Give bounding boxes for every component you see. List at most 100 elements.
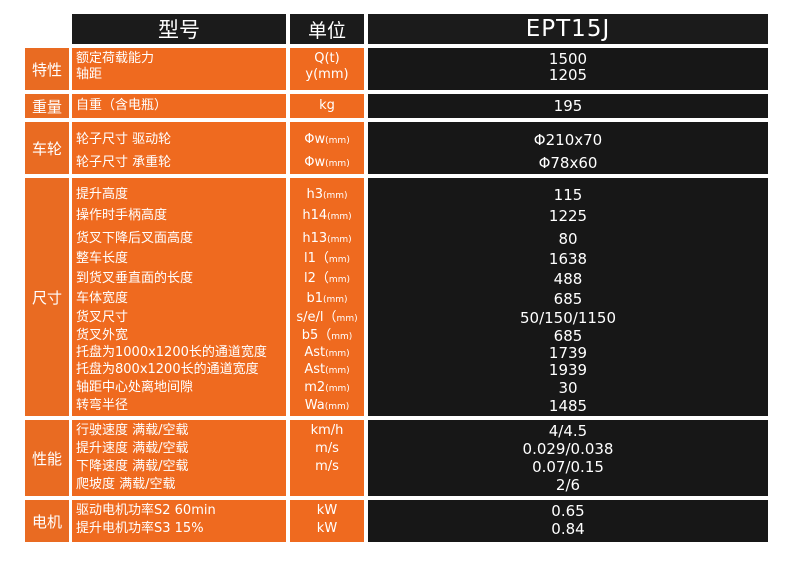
category-label: 性能 — [31, 449, 62, 468]
unit-line: Q(t) — [290, 49, 364, 69]
param-label: 轴距中心处离地间隙 — [76, 380, 194, 395]
value-label: 488 — [553, 270, 583, 288]
param-label: 轮子尺寸 承重轮 — [76, 155, 172, 170]
unit-label: y(mm) — [305, 67, 349, 82]
value-label: 2/6 — [555, 476, 581, 494]
param-line: 自重（含电瓶） — [72, 96, 286, 116]
value-label: 1485 — [548, 397, 588, 415]
param-label: 轮子尺寸 驱动轮 — [76, 132, 172, 147]
param-label: 整车长度 — [76, 251, 129, 266]
unit-column: km/h m/s m/s — [290, 420, 364, 496]
unit-sub-label: mm) — [328, 255, 350, 265]
unit-line: Ast(mm) — [290, 360, 364, 380]
value-label: 1225 — [548, 207, 588, 225]
unit-line: b5（mm) — [290, 326, 364, 346]
value-line: 30 — [368, 378, 768, 398]
unit-label: Φw — [304, 132, 326, 147]
unit-column: h3(mm) h14(mm) h13(mm) l1（mm) l2（mm) b1(mm) s/… — [290, 178, 364, 416]
param-line: 提升电机功率S3 15% — [72, 519, 286, 539]
param-label: 下降速度 满载/空载 — [76, 459, 189, 474]
param-line: 操作时手柄高度 — [72, 206, 286, 226]
unit-column: Q(t) y(mm) — [290, 48, 364, 90]
category-label: 重量 — [31, 97, 62, 116]
param-label: 提升高度 — [76, 187, 129, 202]
value-label: 115 — [553, 186, 583, 204]
param-line: 整车长度 — [72, 249, 286, 269]
value-label: 4/4.5 — [548, 422, 588, 440]
unit-label: Q(t) — [314, 51, 340, 66]
category-label: 特性 — [31, 60, 62, 79]
unit-line: kW — [290, 519, 364, 539]
param-line: 轮子尺寸 承重轮 — [72, 153, 286, 173]
unit-sub-label: (mm) — [324, 402, 350, 412]
unit-label: kW — [316, 503, 338, 518]
param-label: 轴距 — [76, 67, 103, 82]
unit-line: y(mm) — [290, 65, 364, 85]
value-label: 30 — [558, 379, 578, 397]
value-label: 1939 — [548, 361, 588, 379]
value-column: 4/4.5 0.029/0.038 0.07/0.15 2/6 — [368, 420, 768, 496]
param-line: 转弯半径 — [72, 396, 286, 416]
unit-label: Ast — [304, 362, 326, 377]
param-column: 自重（含电瓶） — [72, 94, 286, 118]
unit-sub-label: (mm) — [322, 191, 348, 201]
unit-line: l1（mm) — [290, 249, 364, 269]
param-line: 行驶速度 满载/空载 — [72, 421, 286, 441]
param-label: 驱动电机功率S2 60min — [76, 503, 216, 518]
param-label: 货叉尺寸 — [76, 310, 129, 325]
value-line: 1225 — [368, 206, 768, 226]
param-column: 行驶速度 满载/空载 提升速度 满载/空载 下降速度 满载/空载 爬坡度 满载/空载 — [72, 420, 286, 496]
category-cell: 性能 — [25, 420, 69, 496]
param-line: 轮子尺寸 驱动轮 — [72, 130, 286, 150]
unit-line: h14(mm) — [290, 206, 364, 226]
param-column: 驱动电机功率S2 60min 提升电机功率S3 15% — [72, 500, 286, 542]
category-cell: 电机 — [25, 500, 69, 542]
value-line: 1485 — [368, 396, 768, 416]
value-label: 0.029/0.038 — [522, 440, 614, 458]
value-line: 1205 — [368, 65, 768, 85]
param-line: 额定荷载能力 — [72, 49, 286, 69]
value-line: 1739 — [368, 343, 768, 363]
param-line: 下降速度 满载/空载 — [72, 457, 286, 477]
param-label: 货叉下降后叉面高度 — [76, 231, 194, 246]
param-line: 轴距 — [72, 65, 286, 85]
unit-line: h13(mm) — [290, 229, 364, 249]
unit-label: b1 — [306, 291, 323, 306]
header-unit-label: 单位 — [307, 19, 346, 42]
category-cell: 车轮 — [25, 122, 69, 174]
unit-label: Wa — [304, 398, 325, 413]
value-column: 195 — [368, 94, 768, 118]
value-column: Φ210x70 Φ78x60 — [368, 122, 768, 174]
value-label: 1500 — [548, 50, 588, 68]
param-label: 转弯半径 — [76, 398, 129, 413]
unit-label: m/s — [315, 459, 339, 474]
param-column: 提升高度 操作时手柄高度 货叉下降后叉面高度 整车长度 到货叉垂直面的长度 车体宽度 货叉尺… — [72, 178, 286, 416]
unit-line: l2（mm) — [290, 269, 364, 289]
header-model-label: EPT15J — [525, 16, 611, 42]
value-label: 685 — [553, 290, 583, 308]
unit-sub-label: mm) — [336, 314, 358, 324]
value-line: 4/4.5 — [368, 421, 768, 441]
value-line: 1500 — [368, 49, 768, 69]
value-line: 50/150/1150 — [368, 308, 768, 328]
category-label: 尺寸 — [31, 288, 62, 307]
value-line: 685 — [368, 289, 768, 309]
param-line: 货叉尺寸 — [72, 308, 286, 328]
value-label: 80 — [558, 230, 578, 248]
header-param-label: 型号 — [158, 18, 200, 42]
param-label: 提升速度 满载/空载 — [76, 441, 189, 456]
unit-line: Φw(mm) — [290, 153, 364, 173]
unit-line: m2(mm) — [290, 378, 364, 398]
param-label: 托盘为1000x1200长的通道宽度 — [76, 345, 267, 360]
value-line: 115 — [368, 185, 768, 205]
unit-line — [290, 475, 364, 495]
unit-sub-label: (mm) — [325, 136, 350, 146]
value-column: 0.65 0.84 — [368, 500, 768, 542]
param-label: 爬坡度 满载/空载 — [76, 477, 176, 492]
unit-sub-label: (mm) — [327, 212, 352, 222]
value-label: 0.84 — [551, 520, 585, 538]
value-line: 0.84 — [368, 519, 768, 539]
unit-line: m/s — [290, 457, 364, 477]
unit-line: h3(mm) — [290, 185, 364, 205]
value-line: 195 — [368, 96, 768, 116]
